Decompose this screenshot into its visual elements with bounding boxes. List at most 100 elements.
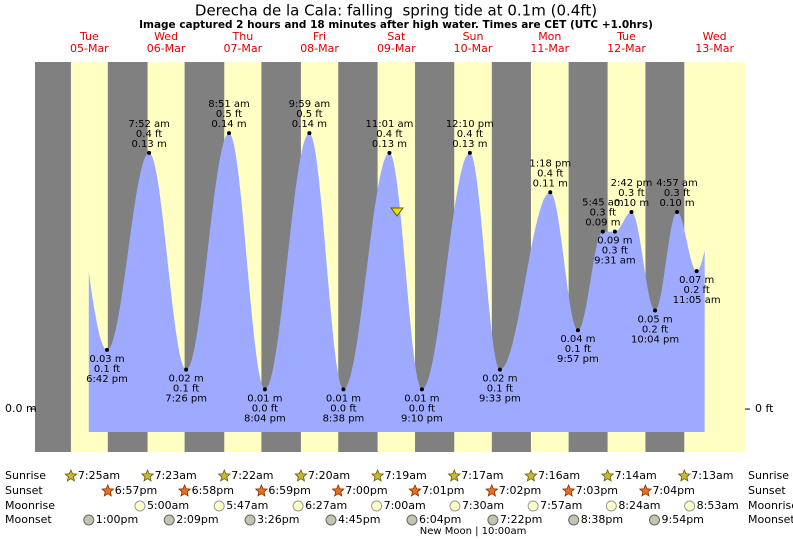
sunrise-icon bbox=[64, 468, 78, 482]
tide-label: 0.05 m bbox=[637, 315, 672, 326]
day-date: 13-Mar bbox=[695, 42, 734, 55]
day-name: Wed bbox=[703, 30, 727, 43]
moonset-time: 8:38pm bbox=[581, 513, 623, 526]
sunset-icon bbox=[254, 483, 269, 497]
tide-point bbox=[694, 269, 699, 274]
tide-point bbox=[548, 190, 553, 195]
sunrise-time: 7:14am bbox=[615, 469, 657, 482]
tide-label: 0.03 m bbox=[89, 354, 124, 365]
y-tick-label: 0.0 m bbox=[5, 402, 37, 415]
tide-point bbox=[227, 131, 232, 136]
day-name: Thu bbox=[232, 30, 254, 43]
row-label: Moonset bbox=[748, 513, 793, 526]
day-name: Tue bbox=[616, 30, 636, 43]
current-tide-marker bbox=[390, 207, 404, 217]
day-date: 11-Mar bbox=[530, 42, 569, 55]
sunset-icon bbox=[101, 483, 115, 497]
sunrise-time: 7:20am bbox=[308, 469, 350, 482]
tide-point bbox=[387, 150, 392, 155]
row-label: Sunset bbox=[5, 484, 43, 497]
tide-point bbox=[262, 387, 267, 392]
sunset-time: 7:00pm bbox=[345, 484, 387, 497]
tide-label: 0.2 ft bbox=[642, 325, 668, 336]
moonrise-icon bbox=[527, 500, 539, 512]
moonset-time: 3:26pm bbox=[257, 513, 299, 526]
moonrise-time: 7:00am bbox=[384, 499, 426, 512]
tide-label: 10:04 pm bbox=[631, 335, 679, 346]
tide-label: 0.3 ft bbox=[664, 188, 690, 199]
tide-point bbox=[629, 209, 634, 214]
sunset-time: 6:59pm bbox=[268, 484, 310, 497]
moonset-time: 6:04pm bbox=[419, 513, 461, 526]
moonrise-time: 6:27am bbox=[305, 499, 347, 512]
day-date: 07-Mar bbox=[223, 42, 262, 55]
day-name: Mon bbox=[538, 30, 561, 43]
tide-point bbox=[419, 387, 424, 392]
tide-label: 8:51 am bbox=[208, 99, 250, 110]
tide-label: 8:38 pm bbox=[323, 413, 365, 424]
moonrise-time: 5:00am bbox=[147, 499, 189, 512]
tide-label: 0.1 ft bbox=[565, 344, 591, 355]
sunset-time: 7:02pm bbox=[499, 484, 541, 497]
tide-label: 1:18 pm bbox=[529, 158, 571, 169]
sunrise-icon bbox=[370, 468, 385, 482]
tide-point bbox=[341, 387, 346, 392]
tide-point bbox=[184, 367, 189, 372]
tide-label: 0.09 m bbox=[585, 218, 620, 229]
tide-label: 0.2 ft bbox=[683, 285, 709, 296]
tide-label: 6:42 pm bbox=[86, 374, 128, 385]
day-name: Sat bbox=[387, 30, 406, 43]
moonset-icon bbox=[568, 514, 580, 526]
sunset-time: 7:01pm bbox=[422, 484, 464, 497]
sunset-time: 7:04pm bbox=[652, 484, 694, 497]
tide-label: 12:10 pm bbox=[446, 119, 494, 130]
tide-label: 0.1 ft bbox=[487, 384, 513, 395]
tide-label: 4:57 am bbox=[656, 178, 698, 189]
moonset-icon bbox=[406, 514, 418, 526]
tide-label: 0.3 ft bbox=[590, 208, 616, 219]
sunset-icon bbox=[638, 483, 653, 497]
tide-label: 0.07 m bbox=[679, 275, 714, 286]
tide-label: 0.02 m bbox=[482, 374, 517, 385]
sunset-icon bbox=[177, 483, 192, 497]
sunrise-time: 7:16am bbox=[538, 469, 580, 482]
tide-label: 0.5 ft bbox=[216, 109, 242, 120]
sunrise-time: 7:17am bbox=[461, 469, 503, 482]
row-label: Moonrise bbox=[5, 499, 55, 512]
tide-label: 0.09 m bbox=[597, 236, 632, 247]
sunset-icon bbox=[331, 483, 345, 497]
moonrise-icon bbox=[684, 500, 696, 512]
tide-label: 7:52 am bbox=[128, 119, 170, 130]
moonset-icon bbox=[487, 514, 499, 526]
tide-label: 0.11 m bbox=[533, 178, 568, 189]
moonrise-time: 8:53am bbox=[697, 499, 739, 512]
day-date: 09-Mar bbox=[377, 42, 416, 55]
tide-point bbox=[675, 209, 680, 214]
tide-label: 0.3 ft bbox=[618, 188, 644, 199]
tide-label: 9:31 am bbox=[594, 256, 636, 267]
tide-label: 0.4 ft bbox=[537, 168, 563, 179]
tide-point bbox=[147, 150, 152, 155]
tide-label: 0.04 m bbox=[560, 334, 595, 345]
tide-label: 2:42 pm bbox=[611, 178, 653, 189]
day-date: 08-Mar bbox=[300, 42, 339, 55]
moonrise-icon bbox=[449, 500, 461, 512]
tide-label: 0.4 ft bbox=[136, 129, 162, 140]
tide-point bbox=[467, 150, 472, 155]
row-label: Sunrise bbox=[5, 469, 46, 482]
tide-label: 0.01 m bbox=[404, 393, 439, 404]
sunrise-icon bbox=[600, 468, 615, 482]
tide-label: 0.14 m bbox=[211, 119, 246, 130]
sunrise-time: 7:23am bbox=[155, 469, 197, 482]
tide-label: 0.5 ft bbox=[296, 109, 322, 120]
tide-label: 0.1 ft bbox=[94, 364, 120, 375]
tide-label: 0.0 ft bbox=[252, 403, 278, 414]
moonrise-icon bbox=[213, 500, 225, 512]
tide-label: 0.0 ft bbox=[409, 403, 435, 414]
sunset-icon bbox=[408, 483, 422, 497]
moonrise-time: 5:47am bbox=[226, 499, 268, 512]
row-label: Sunrise bbox=[748, 469, 789, 482]
tide-label: 0.13 m bbox=[372, 139, 407, 150]
tide-label: 9:10 pm bbox=[401, 413, 443, 424]
